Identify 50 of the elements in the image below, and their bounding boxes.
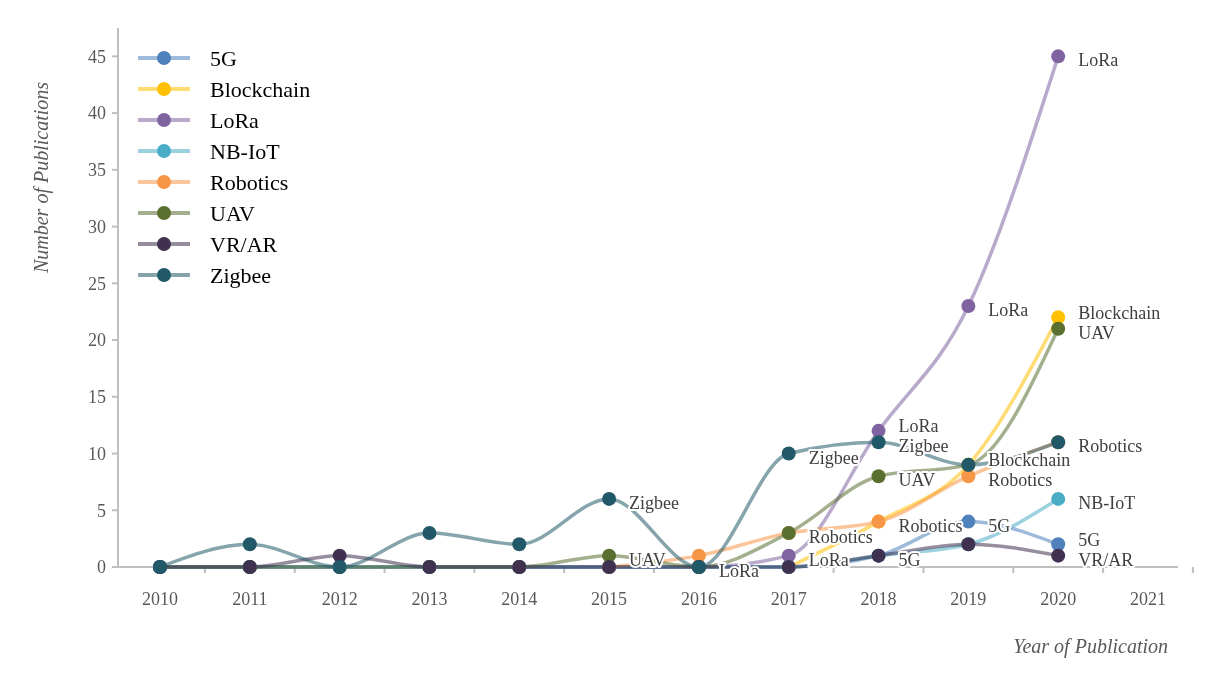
legend-label: NB-IoT [210, 138, 281, 164]
x-tick-label: 2019 [950, 589, 987, 609]
y-tick-label: 30 [88, 216, 106, 237]
annotation: Blockchain [1078, 302, 1161, 323]
x-tick-label: 2011 [232, 589, 268, 609]
x-tick-label: 2018 [860, 589, 897, 609]
annotation: Robotics [988, 470, 1053, 491]
y-tick-label: 35 [88, 160, 106, 181]
annotation: NB-IoT [1078, 493, 1136, 514]
annotation: Zigbee [808, 447, 859, 468]
x-tick-label: 2020 [1040, 589, 1077, 609]
x-tick-label: 2015 [591, 589, 628, 609]
legend-label: Robotics [210, 169, 289, 195]
annotation: Robotics [898, 515, 963, 536]
y-axis-title: Number of Publications [30, 81, 53, 275]
annotation: Robotics [1078, 436, 1143, 457]
y-tick-label: 15 [88, 387, 106, 408]
annotation: 5G [988, 515, 1011, 536]
x-tick-label: 2010 [142, 589, 178, 609]
y-tick-label: 25 [88, 273, 106, 294]
annotation: LoRa [1078, 50, 1119, 71]
legend-label: VR/AR [210, 231, 278, 257]
annotation: 5G [898, 549, 921, 570]
annotation: Zigbee [898, 436, 949, 457]
y-tick-label: 45 [88, 46, 106, 67]
legend-label: UAV [210, 200, 255, 226]
x-tick-label: 2012 [321, 589, 358, 609]
y-tick-label: 40 [88, 103, 106, 124]
annotation: LoRa [988, 300, 1029, 321]
y-tick-label: 0 [97, 557, 106, 578]
x-tick-label: 2014 [501, 589, 538, 609]
annotation: UAV [629, 549, 666, 570]
annotation: UAV [1078, 322, 1115, 343]
x-axis-title: Year of Publication [1013, 635, 1168, 658]
legend-label: Blockchain [210, 76, 311, 102]
legend-label: 5G [210, 45, 237, 71]
legend-label: Zigbee [210, 262, 272, 288]
x-tick-label: 2016 [680, 589, 717, 609]
x-tick-label: 2017 [770, 589, 807, 609]
y-tick-label: 5 [97, 500, 106, 521]
y-tick-label: 10 [88, 443, 106, 464]
annotation: 5G [1078, 529, 1101, 550]
x-tick-label: 2021 [1130, 589, 1166, 609]
annotation: LoRa [898, 416, 939, 437]
x-tick-label: 2013 [411, 589, 448, 609]
annotation: UAV [898, 470, 936, 491]
y-tick-label: 20 [88, 330, 106, 351]
legend-label: LoRa [210, 107, 260, 133]
annotation: VR/AR [1078, 549, 1134, 570]
annotation: Zigbee [629, 493, 680, 514]
